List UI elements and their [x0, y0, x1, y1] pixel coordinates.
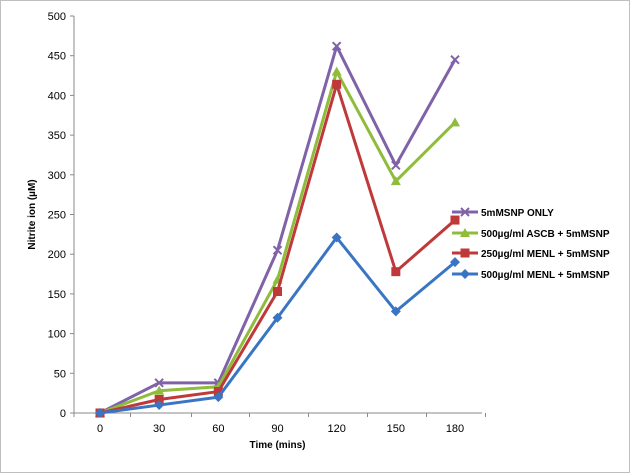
x-tick-label: 30	[153, 423, 165, 435]
x-tick-label: 150	[387, 423, 405, 435]
legend-swatch-marker	[460, 269, 470, 279]
y-tick-label: 300	[48, 170, 66, 182]
data-point	[95, 408, 105, 418]
data-point	[154, 385, 165, 395]
y-tick-label: 400	[48, 90, 66, 102]
legend-label: 250µg/ml MENL + 5mMSNP	[481, 249, 610, 260]
y-tick-label: 350	[48, 130, 66, 142]
x-tick-label: 120	[327, 423, 345, 435]
data-point	[154, 395, 164, 405]
series-diamond	[95, 232, 460, 418]
data-point	[331, 66, 342, 76]
chart-axes: 0 50 100 150 200 250 300 350 400 450 500 0 30 60 90 120…	[48, 11, 486, 435]
data-point	[272, 245, 283, 255]
series-line	[99, 70, 457, 415]
y-tick-label: 450	[48, 51, 66, 63]
data-point	[213, 387, 223, 397]
data-point	[391, 160, 401, 170]
series-square	[95, 79, 460, 418]
data-point	[331, 41, 342, 51]
data-point	[450, 117, 460, 127]
legend-swatch-marker	[460, 248, 470, 258]
x-tick-label: 60	[212, 423, 224, 435]
y-tick-label: 100	[48, 329, 66, 341]
data-point	[390, 176, 401, 186]
legend-swatch-marker	[460, 207, 470, 217]
legend-label: 5mMSNP ONLY	[481, 208, 554, 219]
data-point	[272, 312, 283, 323]
legend-item: 500µg/ml MENL + 5mMSNP	[452, 269, 610, 281]
legend-swatch-marker	[460, 228, 470, 237]
data-point	[273, 287, 282, 297]
y-axis-title: Nitrite ion (µM)	[27, 179, 38, 249]
chart-series	[95, 41, 460, 418]
data-point	[450, 257, 460, 268]
series-x	[95, 41, 460, 418]
data-point	[391, 267, 401, 277]
y-tick-label: 200	[48, 249, 66, 261]
data-point	[331, 232, 342, 243]
data-point	[450, 215, 460, 225]
legend-item: 250µg/ml MENL + 5mMSNP	[452, 248, 610, 260]
y-tick-label: 50	[54, 368, 66, 380]
legend-label: 500µg/ml ASCB + 5mMSNP	[481, 229, 610, 240]
series-line	[99, 44, 457, 415]
legend-item: 500µg/ml ASCB + 5mMSNP	[452, 228, 610, 240]
y-tick-label: 500	[48, 11, 66, 23]
x-tick-label: 0	[97, 423, 103, 435]
data-point	[390, 306, 401, 317]
data-point	[154, 400, 165, 411]
y-tick-label: 250	[48, 210, 66, 222]
data-point	[213, 392, 224, 403]
x-tick-label: 180	[446, 423, 464, 435]
x-tick-label: 90	[271, 423, 283, 435]
series-triangle	[95, 66, 460, 417]
data-point	[154, 378, 164, 388]
data-point	[332, 79, 342, 89]
legend-label: 500µg/ml MENL + 5mMSNP	[481, 270, 610, 281]
chart-legend: 5mMSNP ONLY 500µg/ml ASCB + 5mMSNP 250µg/m…	[452, 207, 610, 281]
y-tick-label: 150	[48, 289, 66, 301]
y-tick-label: 0	[60, 408, 66, 420]
x-axis-title: Time (mins)	[250, 440, 306, 451]
legend-item: 5mMSNP ONLY	[452, 207, 554, 219]
data-point	[450, 54, 460, 65]
